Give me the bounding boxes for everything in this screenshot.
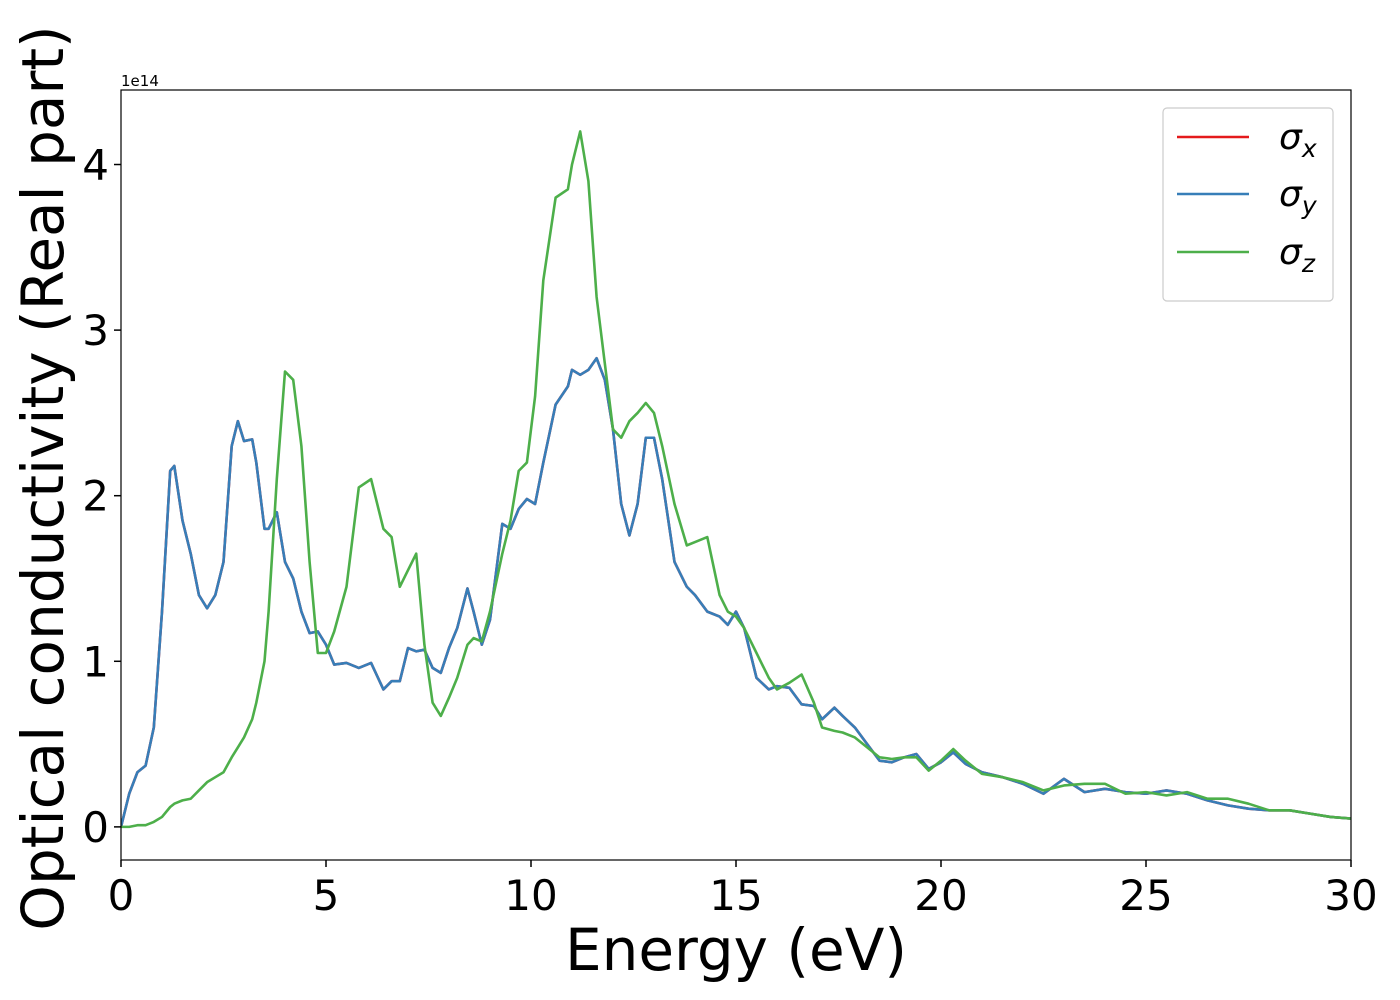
x-tick-label: 30 — [1324, 871, 1377, 920]
x-tick-label: 0 — [108, 871, 135, 920]
x-tick-label: 5 — [313, 871, 340, 920]
y-tick-label: 2 — [82, 472, 109, 521]
x-axis-label: Energy (eV) — [565, 916, 907, 984]
y-tick-label: 0 — [82, 803, 109, 852]
y-tick-label: 4 — [82, 141, 109, 190]
series-line — [121, 130, 1351, 829]
y-tick-label: 1 — [82, 637, 109, 686]
offset-label: 1e14 — [121, 72, 159, 90]
x-tick-label: 10 — [504, 871, 557, 920]
x-tick-label: 25 — [1119, 871, 1172, 920]
y-axis-label: Optical conductivity (Real part) — [9, 25, 77, 930]
x-tick-label: 20 — [914, 871, 967, 920]
y-tick-label: 3 — [82, 306, 109, 355]
x-tick-label: 15 — [709, 871, 762, 920]
plot-frame — [120, 89, 1352, 861]
